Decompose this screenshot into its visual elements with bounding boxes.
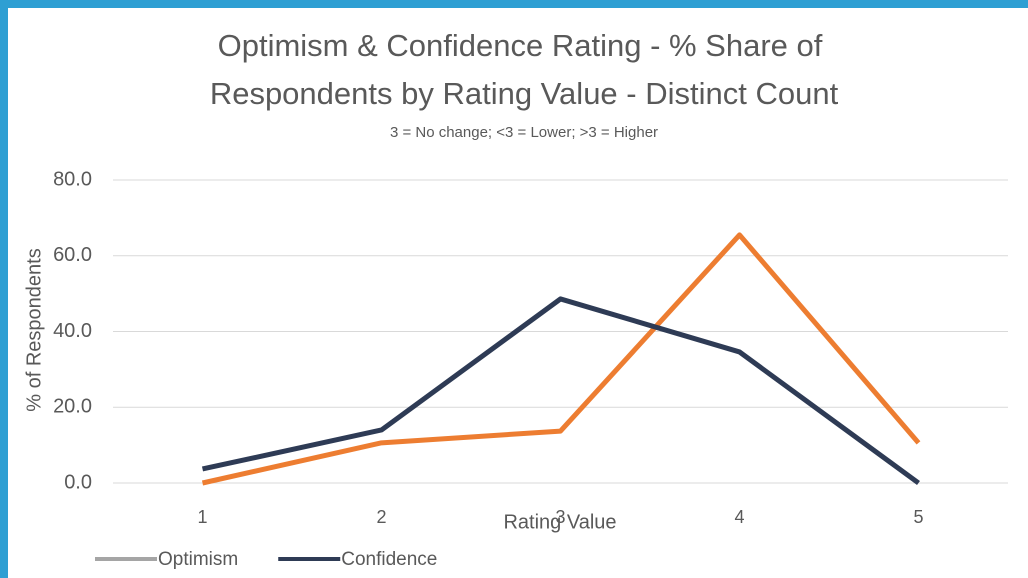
- x-tick-label: 4: [734, 507, 744, 527]
- legend-label: Confidence: [341, 549, 437, 570]
- y-tick-label: 60.0: [53, 244, 92, 266]
- chart-subtitle: 3 = No change; <3 = Lower; >3 = Higher: [390, 124, 658, 141]
- y-tick-label: 40.0: [53, 320, 92, 342]
- legend-label: Optimism: [158, 549, 238, 570]
- x-tick-label: 3: [555, 507, 565, 527]
- y-axis-label: % of Respondents: [23, 248, 45, 411]
- line-series: [201, 232, 921, 486]
- chart-title: Respondents by Rating Value - Distinct C…: [210, 76, 839, 111]
- chart-title: Optimism & Confidence Rating - % Share o…: [218, 28, 823, 63]
- x-axis-label: Rating Value: [503, 511, 616, 533]
- y-tick-label: 80.0: [53, 168, 92, 190]
- line-series: [201, 296, 920, 486]
- y-tick-label: 0.0: [64, 471, 92, 493]
- x-tick-label: 5: [913, 507, 923, 527]
- y-tick-label: 20.0: [53, 396, 92, 418]
- x-tick-label: 1: [197, 507, 207, 527]
- x-tick-label: 2: [376, 507, 386, 527]
